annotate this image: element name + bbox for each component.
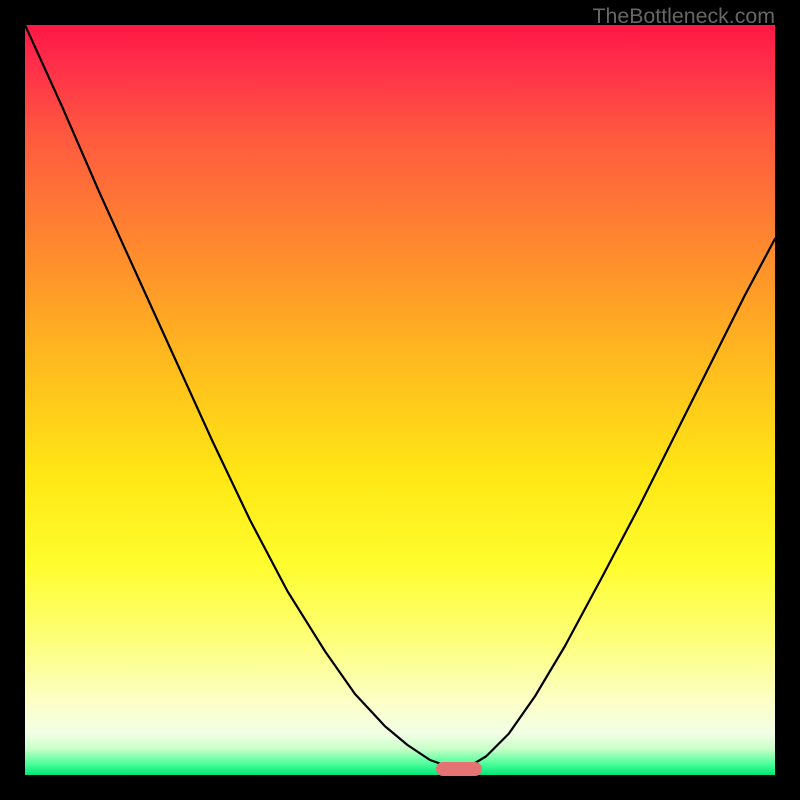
plot-area <box>25 25 775 775</box>
watermark-text: TheBottleneck.com <box>592 4 775 29</box>
optimum-marker <box>436 762 482 776</box>
curve-path <box>25 25 775 768</box>
bottleneck-curve <box>25 25 775 775</box>
canvas: TheBottleneck.com <box>0 0 800 800</box>
